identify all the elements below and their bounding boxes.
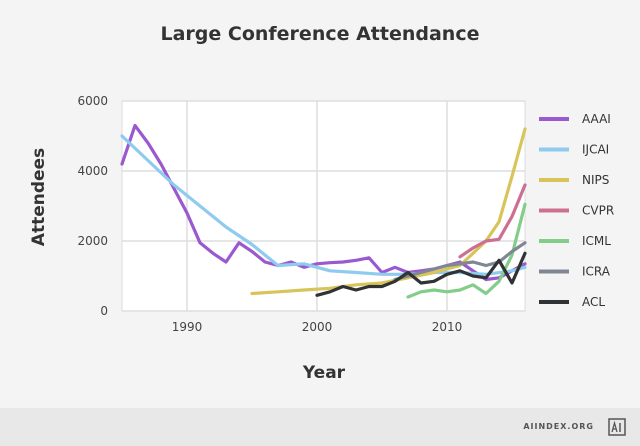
y-tick-label: 0 — [100, 304, 108, 318]
footer-source[interactable]: AIINDEX.ORG — [523, 422, 594, 431]
series-line-acl — [315, 251, 527, 297]
legend-label-icml: ICML — [582, 234, 611, 248]
series-line-nips — [250, 127, 527, 296]
y-tick-label: 2000 — [77, 234, 108, 248]
legend-label-icra: ICRA — [582, 265, 611, 279]
legend-label-acl: ACL — [582, 295, 605, 309]
footer: AIINDEX.ORG — [0, 408, 640, 446]
legend: AAAI IJCAI NIPS CVPR ICML ICRA ACL — [539, 112, 614, 309]
legend-label-aaai: AAAI — [582, 112, 611, 126]
legend-label-ijcai: IJCAI — [582, 143, 609, 157]
series-line-cvpr — [458, 183, 527, 259]
chart-title: Large Conference Attendance — [160, 23, 479, 45]
legend-label-cvpr: CVPR — [582, 204, 614, 218]
x-tick-label: 2010 — [432, 320, 463, 334]
chart: Large Conference Attendance 0 2000 4000 600… — [29, 23, 614, 383]
plot-area — [121, 100, 526, 312]
y-axis-label: Attendees — [29, 148, 49, 246]
legend-label-nips: NIPS — [582, 173, 609, 187]
y-tick-label: 6000 — [77, 94, 108, 108]
y-tick-label: 4000 — [77, 164, 108, 178]
series-line-icml — [406, 202, 527, 299]
x-axis-label: Year — [302, 363, 346, 383]
ai-index-logo-icon — [608, 418, 626, 436]
series-lines — [120, 123, 527, 299]
series-line-icra — [393, 241, 527, 282]
x-tick-label: 2000 — [302, 320, 333, 334]
axes: 0 2000 4000 6000 1990 2000 2010 — [77, 94, 462, 334]
x-tick-label: 1990 — [172, 320, 203, 334]
